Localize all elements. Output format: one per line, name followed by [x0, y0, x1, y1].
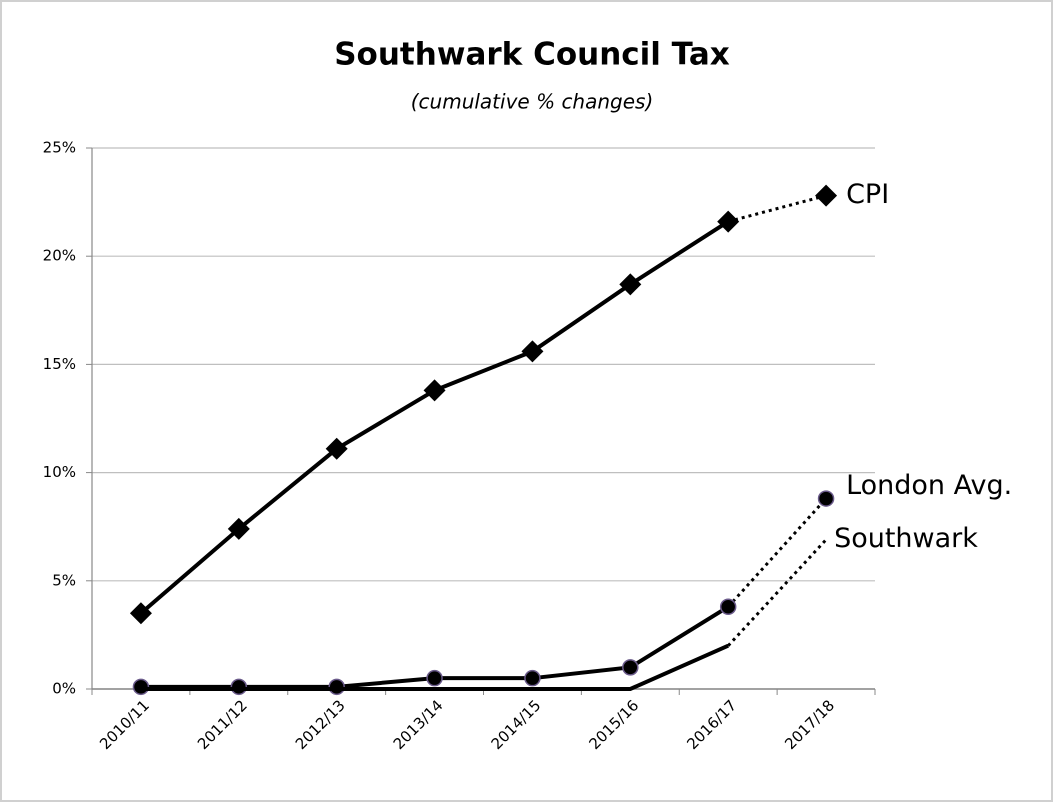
- marker: [719, 598, 737, 616]
- y-tick-label: 0%: [52, 680, 76, 698]
- marker: [129, 602, 152, 625]
- marker: [328, 678, 345, 696]
- marker: [230, 678, 248, 696]
- y-tick-label: 25%: [43, 139, 76, 157]
- chart-subtitle: (cumulative % changes): [411, 90, 654, 114]
- marker: [521, 340, 544, 363]
- marker: [717, 210, 740, 233]
- projection-line: [727, 194, 827, 224]
- y-tick-label: 5%: [52, 571, 76, 589]
- marker: [619, 273, 642, 296]
- projection-line: [727, 497, 828, 608]
- series-line: [140, 643, 729, 691]
- marker: [423, 379, 446, 402]
- marker: [227, 517, 250, 540]
- marker: [132, 678, 150, 696]
- marker: [622, 659, 639, 676]
- y-tick-label: 20%: [43, 247, 76, 265]
- series-label: CPI: [846, 179, 889, 210]
- y-tick-label: 15%: [43, 355, 76, 373]
- marker: [815, 184, 838, 207]
- chart-title: Southwark Council Tax: [334, 37, 730, 73]
- marker: [325, 437, 348, 460]
- marker: [817, 490, 835, 507]
- series-label: London Avg.: [846, 470, 1012, 501]
- y-tick-label: 10%: [43, 463, 76, 481]
- marker: [426, 669, 443, 687]
- series-label: Southwark: [834, 523, 978, 554]
- marker: [524, 669, 541, 687]
- projection-line: [727, 538, 828, 647]
